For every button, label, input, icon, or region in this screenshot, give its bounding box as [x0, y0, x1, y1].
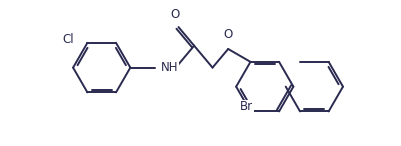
Text: NH: NH	[161, 61, 178, 74]
Text: Br: Br	[240, 100, 253, 113]
Text: O: O	[223, 28, 233, 41]
Text: O: O	[170, 8, 179, 21]
Text: Cl: Cl	[62, 33, 74, 46]
